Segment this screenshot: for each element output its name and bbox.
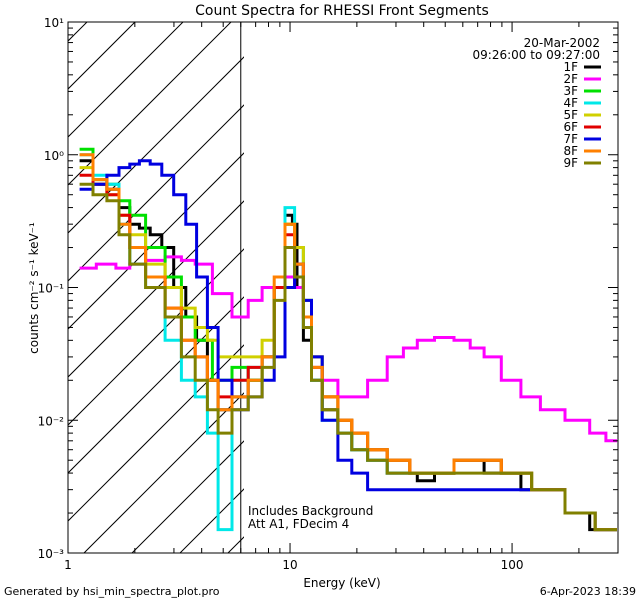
y-tick-label: 10¹ (44, 16, 64, 30)
y-tick-label: 10⁻² (38, 414, 65, 428)
hatch-line (68, 296, 244, 474)
y-tick-label: 10⁻³ (38, 547, 65, 561)
x-tick-label: 10 (282, 558, 297, 572)
hatch-line (324, 0, 640, 553)
chart-title: Count Spectra for RHESSI Front Segments (195, 3, 489, 19)
hatch-line (68, 344, 244, 522)
hatch-line (68, 22, 88, 42)
hatch-line (68, 22, 136, 90)
legend-label: 2F (563, 72, 578, 86)
date-label: 20-Mar-2002 (524, 36, 600, 50)
y-tick-label: 10⁻¹ (38, 282, 65, 296)
hatched-region (0, 0, 640, 553)
hatch-line (68, 152, 244, 330)
hatch-line (276, 0, 640, 553)
hatch-line (68, 22, 184, 138)
x-axis-label: Energy (keV) (303, 576, 380, 590)
legend-label: 7F (563, 132, 578, 146)
y-tick-label: 10⁰ (44, 149, 64, 163)
x-tick-label: 100 (501, 558, 524, 572)
hatch-line (83, 392, 244, 553)
series-line-7F (79, 159, 617, 532)
legend-label: 8F (563, 144, 578, 158)
footer-timestamp: 6-Apr-2023 18:39 (540, 585, 636, 598)
series-line-1F (79, 159, 617, 532)
series-line-4F (79, 153, 617, 532)
axis-ticks (67, 22, 619, 554)
legend-label: 4F (563, 96, 578, 110)
legend-label: 1F (563, 60, 578, 74)
hatch-line (131, 440, 244, 553)
background-note: Includes Background (248, 504, 373, 518)
legend-label: 5F (563, 108, 578, 122)
footer-generator: Generated by hsi_min_spectra_plot.pro (4, 585, 220, 598)
y-axis-label: counts cm⁻² s⁻¹ keV⁻¹ (27, 222, 41, 354)
time-range-label: 09:26:00 to 09:27:00 (473, 48, 600, 62)
series-line-5F (79, 166, 617, 532)
series-line-3F (79, 147, 617, 532)
hatch-line (68, 200, 244, 378)
series-line-9F (79, 182, 617, 532)
legend-label: 6F (563, 120, 578, 134)
attenuator-note: Att A1, FDecim 4 (248, 517, 349, 531)
hatch-line (68, 22, 232, 186)
hatch-line (68, 56, 244, 234)
hatch-line (68, 104, 244, 282)
series-line-8F (79, 153, 617, 532)
axis-tick-labels: 1 10 100 10⁻³ 10⁻² 10⁻¹ 10⁰ 10¹ (38, 16, 524, 572)
legend-label: 3F (563, 84, 578, 98)
hatch-line (0, 0, 128, 553)
x-tick-label: 1 (64, 558, 72, 572)
series-lines (79, 147, 617, 532)
legend-label: 9F (563, 156, 578, 170)
